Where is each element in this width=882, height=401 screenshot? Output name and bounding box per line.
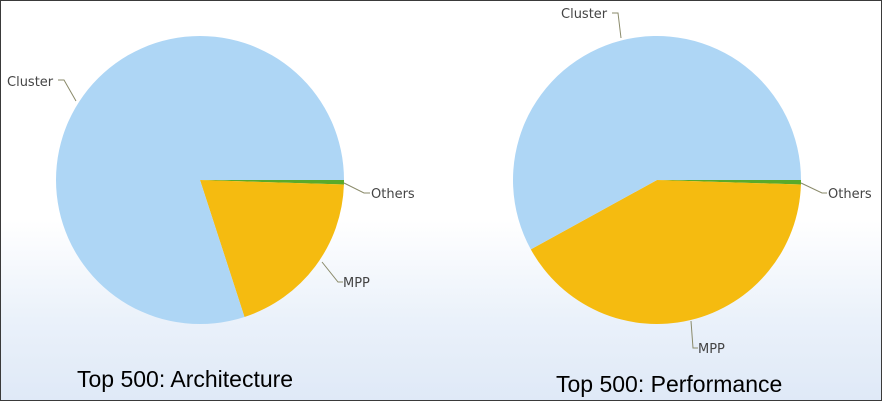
- pie1-slice-others: [200, 180, 344, 185]
- pie1-slice-cluster: [55, 35, 344, 324]
- pie1-label-mpp: MPP: [343, 276, 370, 291]
- pie2-label-others: Others: [828, 187, 872, 202]
- pie1-leader-cluster: [58, 79, 77, 102]
- pie2-slice-mpp: [530, 180, 801, 325]
- pie2-slice-cluster: [513, 36, 802, 250]
- pie2-leader-others: [800, 182, 827, 194]
- pie2-leader-cluster: [612, 12, 622, 39]
- chart-title-performance: Top 500: Performance: [556, 371, 783, 397]
- pie1-leader-mpp: [321, 261, 343, 283]
- pie2-slice-others: [657, 180, 801, 185]
- pie1-slice-mpp: [200, 180, 344, 317]
- pie1-leader-others: [343, 182, 370, 194]
- chart-title-architecture: Top 500: Architecture: [77, 366, 294, 392]
- pie2-leader-mpp: [690, 320, 698, 349]
- pie2-label-mpp: MPP: [698, 342, 725, 357]
- pie1-label-cluster: Cluster: [7, 75, 54, 90]
- pie2-label-cluster: Cluster: [561, 7, 608, 22]
- pie1-label-others: Others: [371, 187, 415, 202]
